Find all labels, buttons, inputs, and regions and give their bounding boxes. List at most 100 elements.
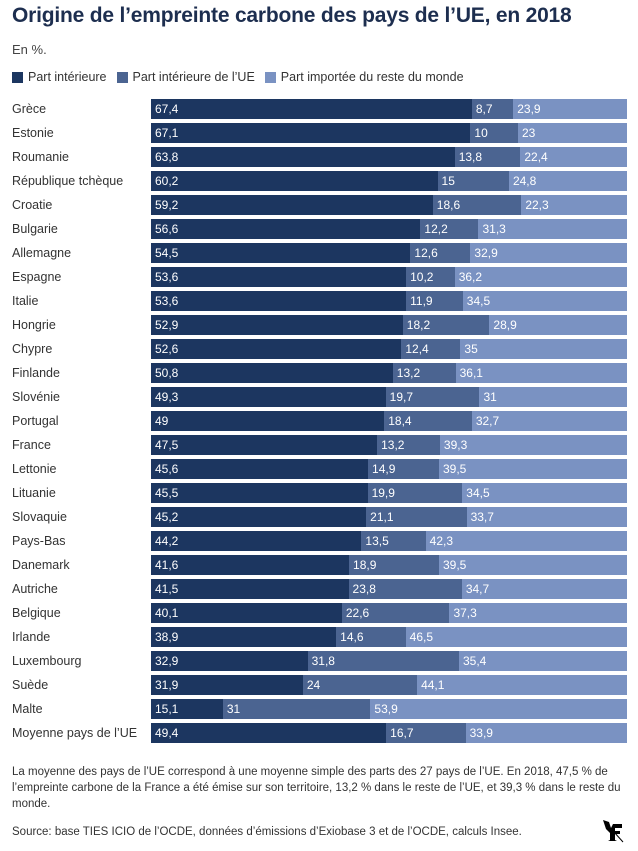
bar-segment-part-importee: 37,3 (449, 603, 627, 623)
bar-row: Croatie 59,2 18,6 22,3 (0, 195, 638, 215)
bar-segment-part-interieure-ue: 18,6 (432, 195, 522, 215)
bar-segment-part-importee: 39,5 (438, 555, 627, 575)
data-label: 44,1 (421, 678, 445, 692)
data-label: 67,4 (155, 102, 179, 116)
category-label: Autriche (12, 582, 58, 596)
data-label: 16,7 (390, 726, 414, 740)
bar-segment-part-interieure: 52,6 (151, 339, 402, 359)
bar-segment-part-importee: 28,9 (489, 315, 627, 335)
data-label: 32,7 (475, 414, 500, 428)
bar-segment-part-importee: 36,1 (455, 363, 628, 383)
bar-segment-part-importee: 39,3 (439, 435, 627, 455)
le-figaro-logo-icon (603, 820, 624, 843)
bar-segment-part-interieure-ue: 18,9 (349, 555, 439, 575)
data-label: 35,4 (462, 654, 487, 668)
bar-segment-part-importee: 22,4 (520, 147, 627, 167)
bar-row: Slovénie 49,3 19,7 31 (0, 387, 638, 407)
data-label: 12,4 (405, 342, 429, 356)
data-label: 21,1 (370, 510, 394, 524)
bar-segment-part-interieure: 53,6 (151, 291, 407, 311)
bar-segment-part-importee: 34,7 (461, 579, 627, 599)
stacked-bar-chart: Grèce 67,4 8,7 23,9 Estonie 67,1 10 23 Roumanie 6… (0, 99, 638, 749)
bar-segment-part-interieure-ue: 10,2 (406, 267, 455, 287)
category-label: Luxembourg (12, 654, 82, 668)
bar-row: Chypre 52,6 12,4 35 (0, 339, 638, 359)
data-label: 36,2 (458, 270, 483, 284)
bar-row: Roumanie 63,8 13,8 22,4 (0, 147, 638, 167)
data-label: 34,5 (466, 486, 490, 500)
bar-segment-part-interieure: 41,5 (151, 579, 349, 599)
bar-segment-part-interieure: 60,2 (151, 171, 438, 191)
data-label: 59,2 (155, 198, 179, 212)
data-label: 31,9 (155, 678, 179, 692)
bar-segment-part-interieure: 56,6 (151, 219, 421, 239)
data-label: 22,6 (345, 606, 370, 620)
category-label: Malte (12, 702, 43, 716)
category-label: Finlande (12, 366, 60, 380)
bar-segment-part-interieure-ue: 13,2 (377, 435, 440, 455)
bar-segment-part-importee: 44,1 (417, 675, 627, 695)
bar-row: Hongrie 52,9 18,2 28,9 (0, 315, 638, 335)
bar-segment-part-interieure: 54,5 (151, 243, 411, 263)
legend-label: Part importée du reste du monde (280, 70, 464, 84)
legend-label: Part intérieure (28, 70, 107, 84)
bar-segment-part-importee: 31,3 (478, 219, 628, 239)
bar-segment-part-interieure: 63,8 (151, 147, 455, 167)
bar-segment-part-interieure: 49,3 (151, 387, 386, 407)
bar-row: Espagne 53,6 10,2 36,2 (0, 267, 638, 287)
bar-segment-part-importee: 34,5 (462, 483, 627, 503)
bar-segment-part-interieure: 59,2 (151, 195, 433, 215)
source-note: Source: base TIES ICIO de l’OCDE, donnée… (12, 826, 522, 838)
bar-segment-part-interieure-ue: 22,6 (341, 603, 450, 623)
data-label: 39,5 (442, 558, 467, 572)
data-label: 15,1 (155, 702, 179, 716)
data-label: 11,9 (410, 294, 433, 308)
category-label: Lettonie (12, 462, 57, 476)
category-label: Pays-Bas (12, 534, 66, 548)
bar-segment-part-interieure: 50,8 (151, 363, 393, 383)
bar-segment-part-interieure: 53,6 (151, 267, 407, 287)
bar-row: Italie 53,6 11,9 34,5 (0, 291, 638, 311)
data-label: 31,3 (482, 222, 506, 236)
data-label: 52,9 (155, 318, 179, 332)
data-label: 45,2 (155, 510, 179, 524)
data-label: 31 (226, 702, 241, 716)
data-label: 35 (464, 342, 478, 356)
data-label: 46,5 (409, 630, 434, 644)
bar-row: Slovaquie 45,2 21,1 33,7 (0, 507, 638, 527)
bar-segment-part-interieure-ue: 19,7 (385, 387, 480, 407)
data-label: 10 (474, 126, 488, 140)
bar-segment-part-interieure-ue: 13,5 (361, 531, 426, 551)
bar-row: Finlande 50,8 13,2 36,1 (0, 363, 638, 383)
category-label: Estonie (12, 126, 54, 140)
bar-segment-part-importee: 23,9 (513, 99, 627, 119)
data-label: 12,2 (424, 222, 448, 236)
category-label: Suède (12, 678, 49, 692)
bar-segment-part-importee: 22,3 (521, 195, 628, 215)
bar-segment-part-interieure-ue: 16,7 (386, 723, 466, 743)
bar-segment-part-interieure: 41,6 (151, 555, 350, 575)
data-label: 49,4 (155, 726, 179, 740)
bar-segment-part-importee: 33,9 (465, 723, 627, 743)
bar-segment-part-interieure: 31,9 (151, 675, 303, 695)
data-label: 19,9 (371, 486, 395, 500)
data-label: 23 (521, 126, 536, 140)
data-label: 67,1 (155, 126, 179, 140)
data-label: 45,6 (155, 462, 179, 476)
data-label: 33,9 (469, 726, 493, 740)
bar-row: Belgique 40,1 22,6 37,3 (0, 603, 638, 623)
data-label: 31 (483, 390, 497, 404)
bar-row: Allemagne 54,5 12,6 32,9 (0, 243, 638, 263)
bar-segment-part-interieure-ue: 12,6 (410, 243, 471, 263)
data-label: 63,8 (155, 150, 179, 164)
bar-row: République tchèque 60,2 15 24,8 (0, 171, 638, 191)
category-label: Slovénie (12, 390, 60, 404)
category-label: Roumanie (12, 150, 69, 164)
bar-segment-part-importee: 46,5 (405, 627, 627, 647)
bar-segment-part-interieure: 44,2 (151, 531, 362, 551)
data-label: 13,2 (381, 438, 405, 452)
data-label: 13,8 (458, 150, 483, 164)
data-label: 60,2 (155, 174, 179, 188)
bar-segment-part-interieure-ue: 18,2 (402, 315, 490, 335)
bar-row: Bulgarie 56,6 12,2 31,3 (0, 219, 638, 239)
